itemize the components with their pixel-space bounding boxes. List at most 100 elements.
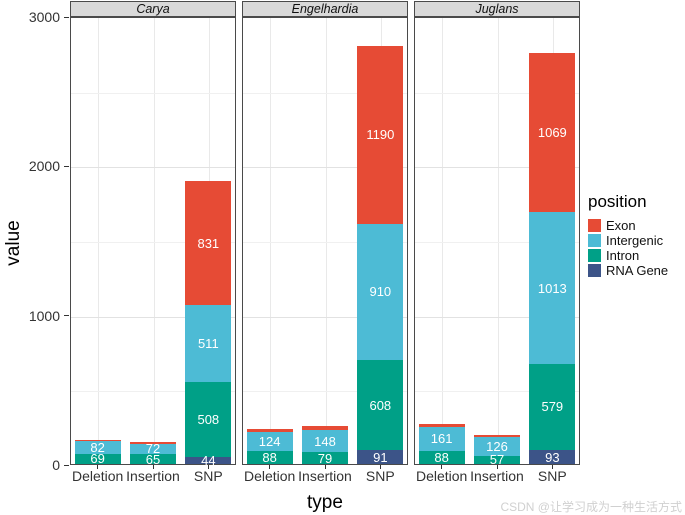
x-tick-label-insertion: Insertion xyxy=(470,468,524,484)
legend-label: RNA Gene xyxy=(606,263,669,278)
segment-intron: 69 xyxy=(74,451,121,467)
x-axis-title: type xyxy=(307,492,343,513)
bar-juglans-insertion: 126 57 xyxy=(474,435,520,468)
legend-swatch-intron xyxy=(588,249,601,262)
x-axis-tick xyxy=(269,465,271,469)
segment-intron: 79 xyxy=(302,450,348,466)
segment-value-label: 65 xyxy=(145,451,161,467)
x-tick-label-snp: SNP xyxy=(365,468,395,484)
segment-value-label: 93 xyxy=(545,449,560,465)
segment-rna-gene: 93 xyxy=(529,449,576,465)
segment-intergenic: 1013 xyxy=(529,212,576,364)
gridline-major xyxy=(71,316,235,318)
gridline-major xyxy=(71,167,235,169)
segment-value-label: 88 xyxy=(434,449,449,465)
bar-carya-insertion: 72 65 xyxy=(130,441,176,467)
gridline-vertical xyxy=(325,18,327,464)
segment-intron: 65 xyxy=(130,451,176,467)
segment-value-label: 1069 xyxy=(537,125,567,141)
gridline-major xyxy=(243,316,407,318)
segment-value-label: 161 xyxy=(430,431,453,447)
gridline-minor xyxy=(415,242,579,243)
y-tick-label: 3000 xyxy=(28,9,60,25)
gridline-major xyxy=(415,316,579,318)
segment-intergenic: 124 xyxy=(246,432,293,451)
segment-exon: 1190 xyxy=(357,46,404,224)
gridline-major xyxy=(415,167,579,169)
gridline-minor xyxy=(415,391,579,393)
x-axis-tick xyxy=(496,465,498,469)
bar-carya-deletion: 82 69 xyxy=(74,439,121,467)
segment-value-label: 72 xyxy=(145,441,161,457)
x-axis-tick xyxy=(379,465,381,469)
x-tick-label-insertion: Insertion xyxy=(298,468,352,484)
watermark: CSDN @让学习成为一种生活方式 xyxy=(500,500,682,514)
segment-exon xyxy=(246,429,293,433)
x-axis-tick xyxy=(441,465,443,469)
x-axis-tick xyxy=(551,465,553,469)
segment-intergenic: 910 xyxy=(357,223,404,360)
segment-value-label: 1190 xyxy=(366,127,395,143)
x-axis-tick xyxy=(152,465,154,469)
gridline-minor xyxy=(71,92,235,94)
segment-value-label: 124 xyxy=(258,434,281,450)
segment-rna-gene: 91 xyxy=(357,450,404,464)
segment-exon: 831 xyxy=(185,181,232,306)
segment-intergenic: 511 xyxy=(185,305,232,382)
facet-panel-engelhardia: 124 88 148 79 1190 910 608 91 xyxy=(242,17,408,465)
facet-panel-juglans: 161 88 126 57 1069 1013 579 93 xyxy=(414,17,580,468)
segment-intergenic: 72 xyxy=(130,441,176,457)
y-axis-tick xyxy=(64,16,69,18)
legend-entry-intron: Intron xyxy=(586,248,684,263)
gridline-vertical xyxy=(153,18,155,464)
bar-engelhardia-insertion: 148 79 xyxy=(302,426,348,466)
x-axis-tick xyxy=(324,465,326,469)
gridline-vertical xyxy=(442,18,444,464)
segment-value-label: 82 xyxy=(90,440,105,456)
legend-swatch-exon xyxy=(588,219,601,232)
legend: position Exon Intergenic Intron RNA Gene xyxy=(586,192,684,278)
legend-swatch-rna-gene xyxy=(588,264,601,277)
segment-intron: 57 xyxy=(474,452,520,468)
legend-entry-intergenic: Intergenic xyxy=(586,233,684,248)
y-tick-label: 0 xyxy=(52,457,60,473)
segment-value-label: 79 xyxy=(317,450,333,466)
facet-label-engelhardia: Engelhardia xyxy=(291,1,359,16)
segment-value-label: 57 xyxy=(489,452,505,468)
gridline-minor xyxy=(71,242,235,243)
y-axis-tick xyxy=(64,315,69,317)
facet-label-carya: Carya xyxy=(136,1,170,16)
legend-entry-exon: Exon xyxy=(586,218,684,233)
segment-value-label: 508 xyxy=(197,412,220,427)
gridline-major xyxy=(243,167,407,169)
segment-intergenic: 148 xyxy=(302,430,348,453)
segment-intergenic: 161 xyxy=(418,426,465,451)
x-tick-label-snp: SNP xyxy=(193,468,223,484)
legend-entries: Exon Intergenic Intron RNA Gene xyxy=(586,218,684,278)
gridline-vertical xyxy=(98,18,100,464)
facet-strip-carya: Carya xyxy=(70,1,236,17)
bar-carya-snp: 831 511 508 44 xyxy=(185,181,232,467)
legend-label: Exon xyxy=(606,218,636,233)
legend-label: Intron xyxy=(606,248,640,263)
facet-label-juglans: Juglans xyxy=(475,1,519,16)
segment-value-label: 1013 xyxy=(537,280,567,296)
segment-value-label: 831 xyxy=(197,235,220,251)
legend-title: position xyxy=(588,192,647,211)
facet-strip-juglans: Juglans xyxy=(414,1,580,17)
segment-value-label: 69 xyxy=(90,451,105,467)
bar-juglans-deletion: 161 88 xyxy=(418,424,465,465)
segment-value-label: 88 xyxy=(262,449,277,465)
segment-intron: 508 xyxy=(185,381,232,458)
y-axis-tick xyxy=(64,165,69,167)
segment-value-label: 148 xyxy=(314,433,336,449)
segment-value-label: 579 xyxy=(541,399,564,415)
segment-intron: 608 xyxy=(357,359,404,451)
segment-intergenic: 82 xyxy=(74,440,121,456)
gridline-vertical xyxy=(270,18,272,464)
segment-exon xyxy=(474,435,520,437)
segment-exon xyxy=(74,439,121,442)
y-axis-tick xyxy=(64,464,69,466)
bar-engelhardia-deletion: 124 88 xyxy=(246,429,293,465)
x-tick-label-snp: SNP xyxy=(537,468,567,484)
